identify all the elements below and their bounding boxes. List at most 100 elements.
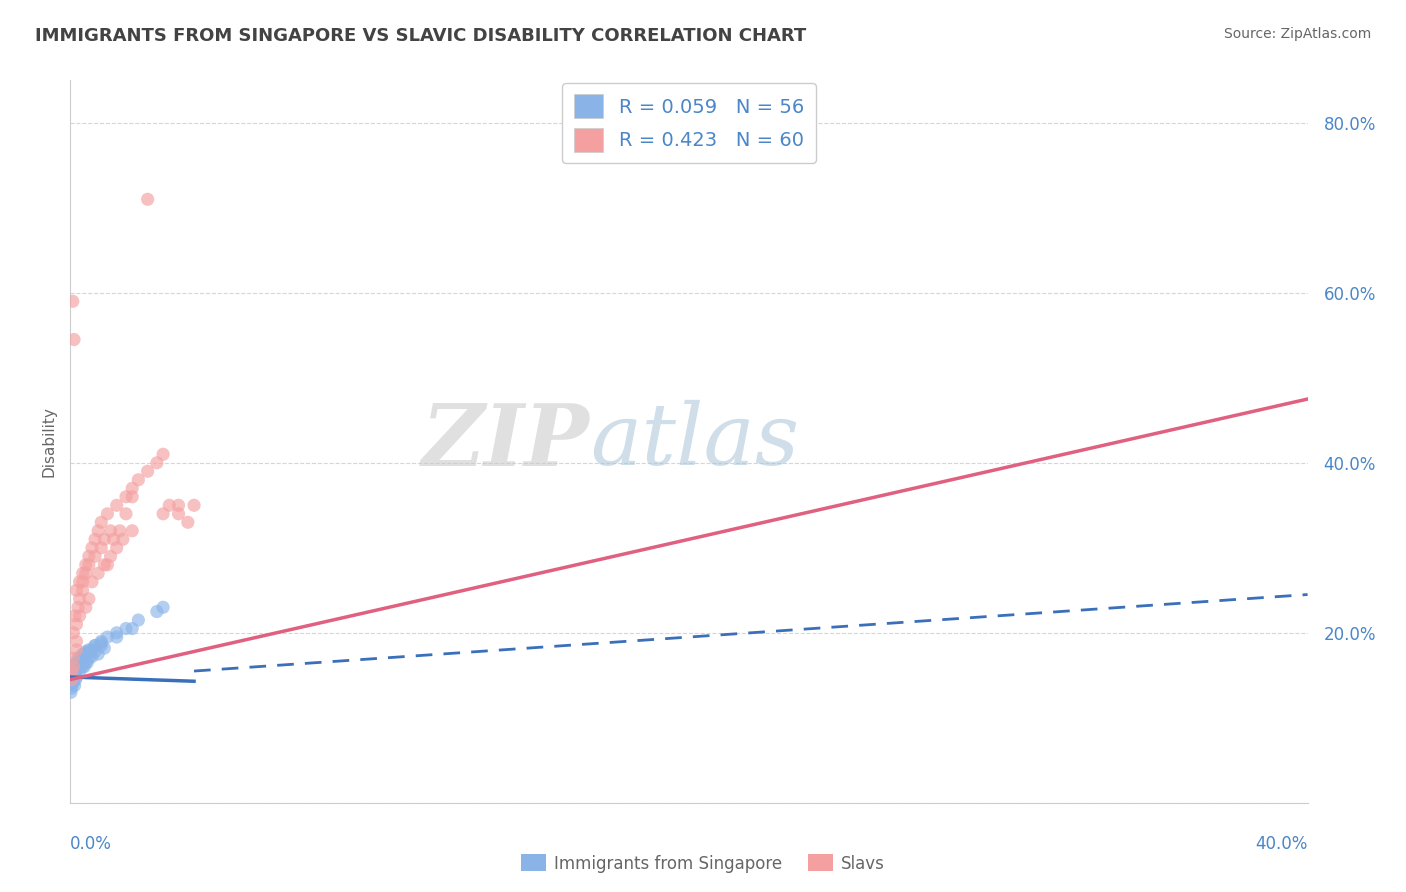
Point bbox=[66, 660, 89, 674]
Point bbox=[90, 639, 112, 653]
Point bbox=[136, 464, 159, 478]
Point bbox=[127, 473, 149, 487]
Point bbox=[121, 622, 143, 636]
Point bbox=[62, 677, 84, 691]
Point bbox=[111, 533, 134, 547]
Point bbox=[96, 630, 118, 644]
Point bbox=[77, 651, 100, 665]
Point bbox=[90, 516, 112, 530]
Point bbox=[65, 634, 87, 648]
Point bbox=[75, 656, 97, 670]
Point bbox=[77, 558, 100, 572]
Point bbox=[115, 507, 138, 521]
Point bbox=[65, 661, 87, 675]
Point bbox=[60, 664, 83, 678]
Point bbox=[77, 591, 100, 606]
Point bbox=[62, 660, 84, 674]
Text: ZIP: ZIP bbox=[422, 400, 591, 483]
Point bbox=[60, 664, 83, 678]
Point bbox=[121, 481, 143, 495]
Point bbox=[63, 658, 86, 673]
Point bbox=[152, 507, 174, 521]
Point bbox=[157, 498, 180, 512]
Point bbox=[108, 524, 131, 538]
Point bbox=[115, 622, 138, 636]
Point bbox=[62, 660, 84, 674]
Point bbox=[80, 642, 103, 657]
Point bbox=[90, 634, 112, 648]
Point bbox=[60, 673, 83, 687]
Text: IMMIGRANTS FROM SINGAPORE VS SLAVIC DISABILITY CORRELATION CHART: IMMIGRANTS FROM SINGAPORE VS SLAVIC DISA… bbox=[35, 27, 807, 45]
Point bbox=[65, 670, 87, 684]
Point bbox=[100, 524, 122, 538]
Point bbox=[105, 630, 128, 644]
Point bbox=[62, 294, 84, 309]
Point bbox=[60, 681, 83, 695]
Point bbox=[84, 549, 107, 564]
Point bbox=[77, 644, 100, 658]
Point bbox=[100, 549, 122, 564]
Point bbox=[146, 605, 169, 619]
Point bbox=[65, 583, 87, 598]
Point bbox=[87, 566, 110, 581]
Point bbox=[77, 549, 100, 564]
Point bbox=[69, 591, 91, 606]
Point bbox=[96, 558, 118, 572]
Point bbox=[96, 507, 118, 521]
Point bbox=[62, 670, 84, 684]
Point bbox=[75, 647, 97, 661]
Point bbox=[72, 651, 94, 665]
Text: Source: ZipAtlas.com: Source: ZipAtlas.com bbox=[1223, 27, 1371, 41]
Point bbox=[167, 498, 190, 512]
Point bbox=[63, 608, 86, 623]
Point bbox=[90, 636, 112, 650]
Point bbox=[77, 642, 100, 657]
Point bbox=[62, 651, 84, 665]
Point bbox=[63, 661, 86, 675]
Point bbox=[146, 456, 169, 470]
Point bbox=[136, 192, 159, 206]
Text: 0.0%: 0.0% bbox=[70, 835, 112, 854]
Point bbox=[177, 516, 200, 530]
Point bbox=[75, 558, 97, 572]
Point bbox=[105, 541, 128, 555]
Point bbox=[67, 600, 90, 615]
Point bbox=[63, 333, 86, 347]
Y-axis label: Disability: Disability bbox=[41, 406, 56, 477]
Point bbox=[84, 533, 107, 547]
Point bbox=[80, 649, 103, 664]
Point bbox=[84, 639, 107, 653]
Point bbox=[80, 541, 103, 555]
Point bbox=[69, 653, 91, 667]
Point bbox=[105, 625, 128, 640]
Point bbox=[121, 490, 143, 504]
Point bbox=[84, 639, 107, 653]
Point bbox=[59, 685, 82, 699]
Point bbox=[115, 490, 138, 504]
Point bbox=[72, 583, 94, 598]
Point bbox=[70, 649, 93, 664]
Point bbox=[87, 647, 110, 661]
Point bbox=[87, 524, 110, 538]
Point bbox=[69, 658, 91, 673]
Text: 40.0%: 40.0% bbox=[1256, 835, 1308, 854]
Point bbox=[152, 600, 174, 615]
Point bbox=[65, 617, 87, 632]
Point bbox=[72, 647, 94, 661]
Point bbox=[80, 574, 103, 589]
Legend: Immigrants from Singapore, Slavs: Immigrants from Singapore, Slavs bbox=[515, 847, 891, 880]
Point bbox=[76, 656, 98, 670]
Point bbox=[90, 541, 112, 555]
Point bbox=[67, 651, 90, 665]
Point bbox=[72, 574, 94, 589]
Point bbox=[62, 670, 84, 684]
Point bbox=[60, 673, 83, 687]
Point bbox=[72, 566, 94, 581]
Point bbox=[63, 678, 86, 692]
Point bbox=[75, 600, 97, 615]
Point bbox=[127, 613, 149, 627]
Text: atlas: atlas bbox=[591, 401, 799, 483]
Point bbox=[63, 664, 86, 678]
Point bbox=[60, 668, 83, 682]
Point bbox=[105, 498, 128, 512]
